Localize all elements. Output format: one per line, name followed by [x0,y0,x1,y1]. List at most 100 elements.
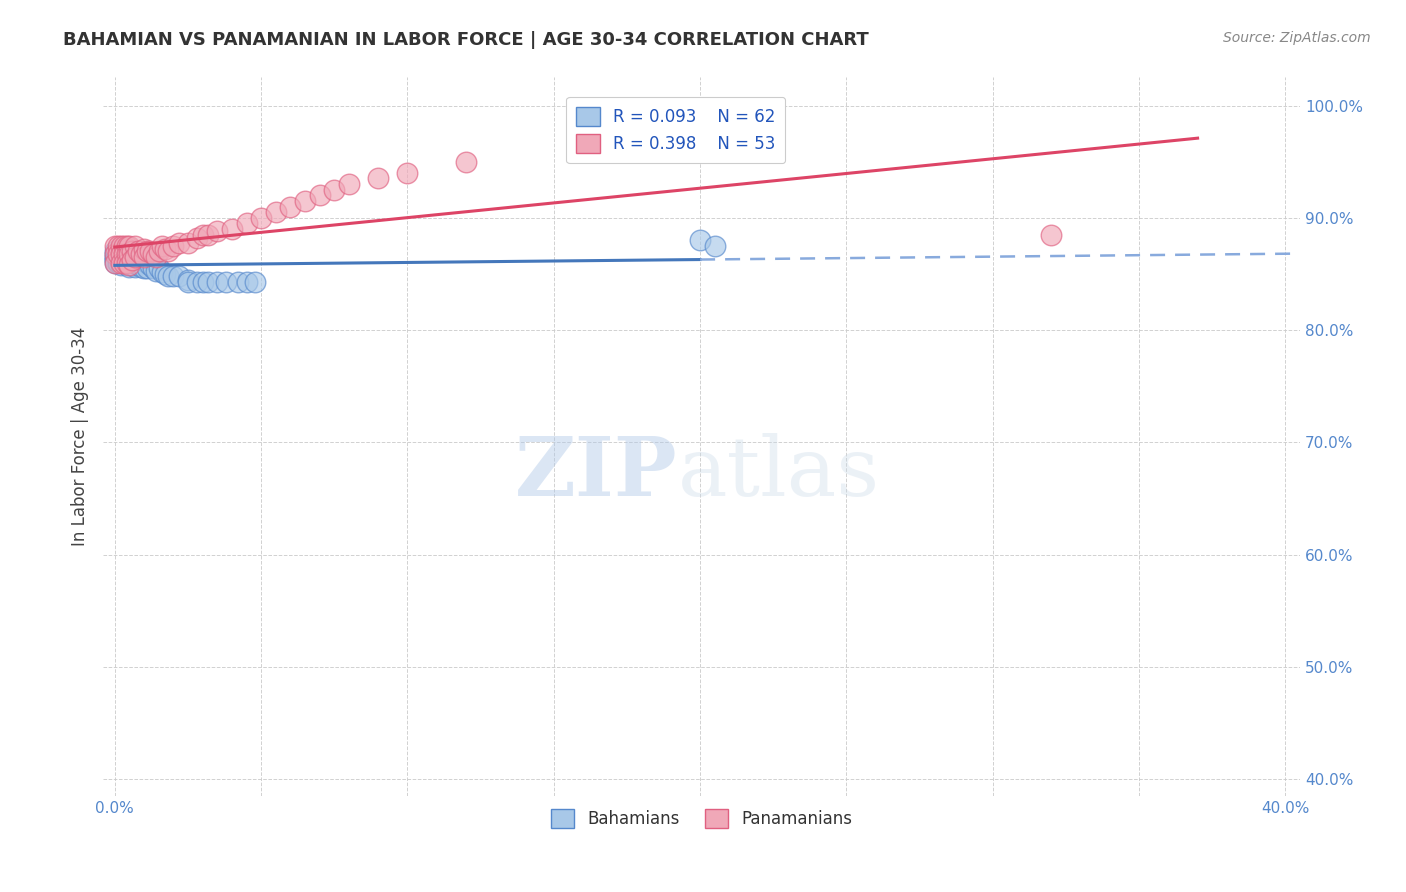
Point [177,272,200,286]
Point [115,249,138,263]
Point [118,250,141,264]
Point [132,242,155,256]
Point [186,231,208,245]
Point [215,275,238,289]
Point [156,244,179,259]
Point [110,258,132,272]
Legend: Bahamians, Panamanians: Bahamians, Panamanians [544,802,859,835]
Point [454,154,477,169]
Point [110,256,132,270]
Point [186,275,208,289]
Point [197,227,219,242]
Point [118,239,141,253]
Point [136,256,159,270]
Point [112,239,135,253]
Point [132,250,155,264]
Point [115,239,138,253]
Point [689,233,711,247]
Point [264,205,287,219]
Point [139,258,162,272]
Point [136,244,159,259]
Point [396,166,419,180]
Point [221,222,243,236]
Point [121,258,143,272]
Point [112,252,135,267]
Point [142,261,165,276]
Point [162,269,184,284]
Text: atlas: atlas [678,433,880,513]
Point [110,246,132,260]
Point [367,171,389,186]
Point [129,260,152,275]
Point [148,261,170,276]
Point [107,244,129,259]
Point [177,235,200,250]
Point [104,252,127,267]
Point [118,260,141,275]
Point [121,253,143,268]
Point [153,267,176,281]
Point [323,183,346,197]
Point [115,246,138,260]
Point [150,239,173,253]
Point [167,269,190,284]
Point [235,275,257,289]
Point [162,239,184,253]
Point [124,252,146,267]
Point [110,250,132,264]
Point [104,256,127,270]
Point [118,246,141,260]
Point [124,239,146,253]
Point [107,256,129,270]
Point [145,263,167,277]
Point [104,250,127,264]
Point [156,269,179,284]
Point [245,275,267,289]
Point [124,250,146,264]
Point [124,260,146,275]
Point [235,216,257,230]
Point [104,239,127,253]
Point [104,253,127,268]
Point [104,256,127,270]
Point [115,258,138,272]
Point [308,188,330,202]
Point [139,244,162,259]
Point [110,246,132,260]
Point [110,239,132,253]
Point [118,246,141,260]
Point [121,250,143,264]
Point [145,250,167,264]
Point [112,256,135,270]
Point [107,246,129,260]
Point [104,246,127,260]
Point [110,256,132,270]
Point [112,256,135,270]
Point [112,249,135,263]
Point [112,244,135,259]
Point [127,244,149,259]
Point [118,256,141,270]
Point [132,261,155,276]
Point [207,275,229,289]
Point [153,242,176,256]
Point [167,235,190,250]
Point [129,256,152,270]
Point [118,253,141,268]
Point [150,265,173,279]
Point [136,261,159,276]
Point [127,253,149,268]
Point [294,194,316,208]
Text: Source: ZipAtlas.com: Source: ZipAtlas.com [1223,31,1371,45]
Point [110,253,132,268]
Point [124,256,146,270]
Point [104,246,127,260]
Point [191,227,214,242]
Point [148,244,170,259]
Point [107,252,129,267]
Text: ZIP: ZIP [515,433,678,513]
Point [226,275,249,289]
Point [118,258,141,272]
Point [280,200,302,214]
Point [177,275,200,289]
